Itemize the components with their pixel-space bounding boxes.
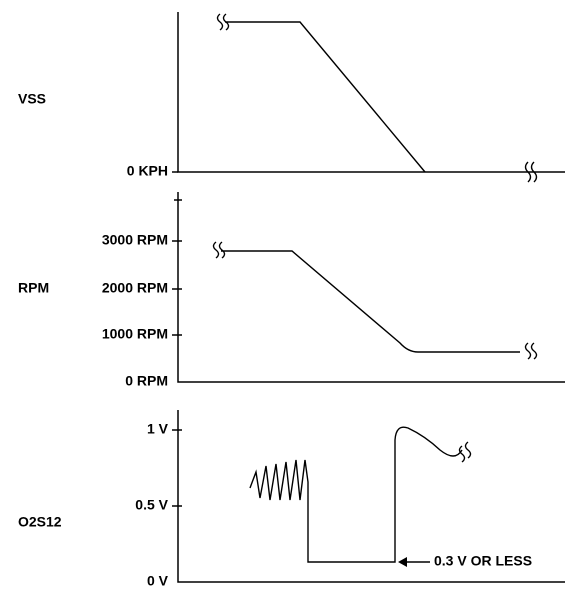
panel-label: VSS [18, 91, 46, 107]
speed-trace [216, 13, 426, 173]
tick-label: 1000 RPM [102, 326, 168, 342]
panel-label: RPM [18, 280, 49, 296]
panel-label: O2S12 [18, 514, 62, 530]
tick-label: 0.5 V [135, 497, 168, 513]
axes [177, 12, 565, 173]
break-mark [524, 161, 538, 183]
tick-label: 2000 RPM [102, 280, 168, 296]
break-mark [524, 342, 538, 360]
tick-label: 1 V [147, 421, 169, 437]
tick-label: 3000 RPM [102, 232, 168, 248]
tick-label: 0 KPH [127, 163, 168, 179]
o2-trace [249, 426, 463, 563]
rpm-panel: RPM 3000 RPM 2000 RPM 1000 RPM 0 RPM [18, 192, 565, 389]
arrow-head [398, 557, 407, 567]
tick-label: 0 V [147, 573, 169, 589]
axes [177, 192, 565, 383]
vss-panel: VSS 0 KPH [18, 12, 565, 183]
break-mark [458, 441, 472, 463]
o2s-panel: O2S12 1 V 0.5 V 0 V 0.3 V OR LESS [18, 410, 565, 589]
annotation: 0.3 V OR LESS [434, 553, 532, 569]
rpm-trace [212, 241, 520, 353]
tick-label: 0 RPM [125, 373, 168, 389]
axes [177, 410, 565, 583]
